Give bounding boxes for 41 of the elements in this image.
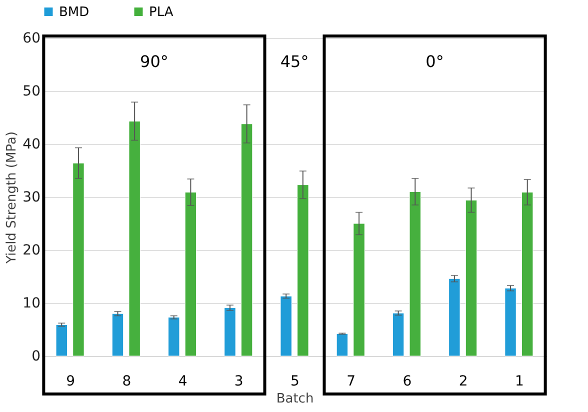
bar — [112, 313, 124, 356]
bar — [448, 278, 460, 356]
x-tick-label: 4 — [178, 374, 188, 390]
band-label: 0° — [426, 52, 444, 71]
bar — [336, 333, 348, 356]
bar — [240, 124, 253, 356]
bar — [280, 296, 292, 356]
bar — [56, 324, 68, 356]
y-axis-title: Yield Strength (MPa) — [4, 131, 20, 265]
bar — [409, 191, 421, 356]
x-tick-label: 7 — [346, 374, 356, 390]
x-tick-label: 9 — [66, 374, 76, 390]
band-label: 90° — [140, 52, 168, 71]
x-tick-label: 6 — [402, 374, 412, 390]
x-tick-label: 8 — [122, 374, 132, 390]
bar — [168, 317, 180, 356]
bar — [128, 120, 140, 356]
bar — [224, 308, 236, 356]
x-axis-title: Batch — [276, 392, 314, 406]
y-tick-label: 20 — [22, 242, 40, 258]
x-tick-label: 2 — [458, 374, 468, 390]
bar — [504, 288, 516, 356]
y-tick-label: 30 — [22, 190, 40, 206]
bar — [184, 192, 197, 356]
legend-label: BMD — [59, 4, 90, 20]
bar — [297, 184, 309, 356]
x-tick-label: 3 — [234, 374, 244, 390]
y-tick-label: 10 — [22, 296, 40, 312]
y-tick-label: 0 — [32, 348, 40, 364]
x-tick-label: 5 — [290, 374, 300, 390]
bar — [72, 162, 84, 356]
bar — [353, 223, 365, 356]
legend-label: PLA — [149, 4, 174, 20]
annotation: 45° — [280, 52, 309, 71]
y-tick-label: 40 — [22, 136, 40, 152]
bar — [522, 192, 534, 356]
bar — [392, 312, 404, 356]
y-tick-label: 60 — [22, 30, 40, 46]
bar — [465, 200, 478, 356]
y-tick-label: 50 — [22, 84, 40, 100]
x-tick-label: 1 — [514, 374, 524, 390]
